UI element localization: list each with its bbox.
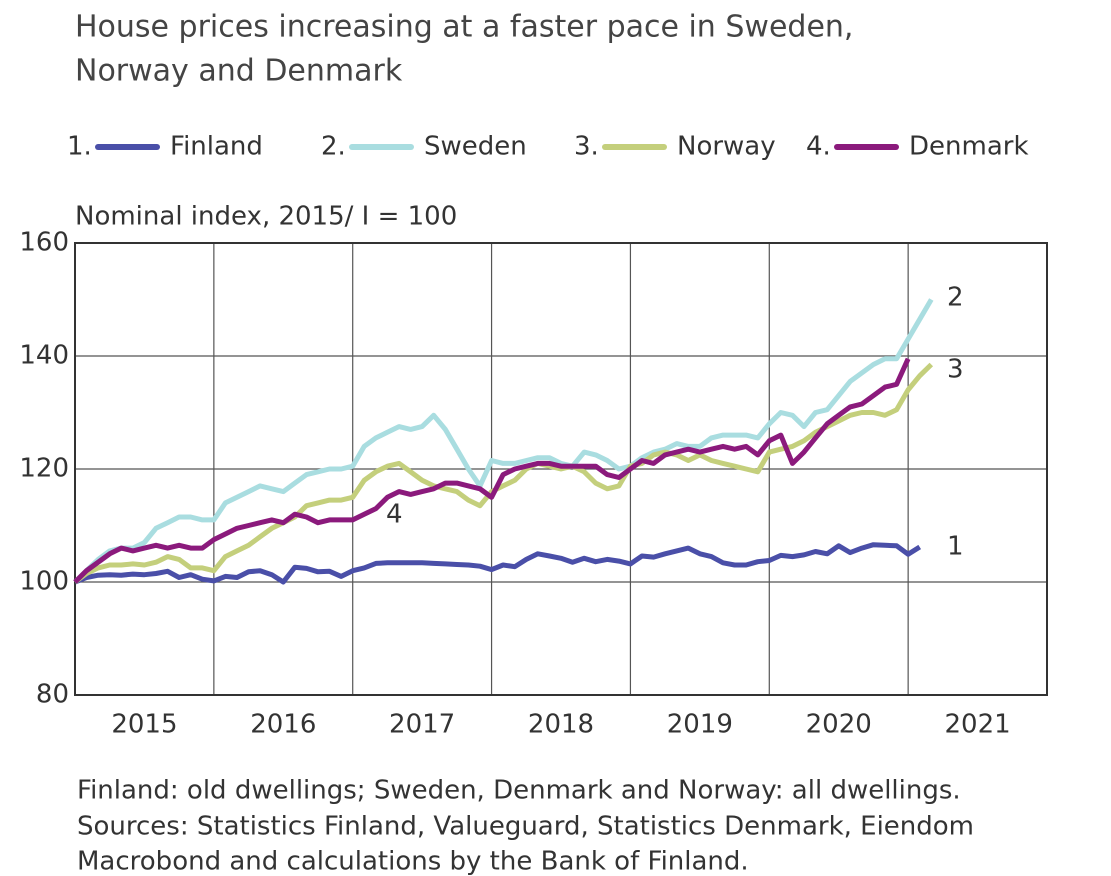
legend-label: Denmark — [909, 132, 1029, 162]
legend-key: 4. — [806, 132, 831, 162]
x-tick-label: 2021 — [944, 710, 1010, 740]
x-tick-label: 2020 — [806, 710, 872, 740]
line-label: 4 — [386, 500, 403, 530]
y-tick-label: 160 — [19, 228, 69, 258]
note: Sources: Statistics Finland, Valueguard,… — [77, 812, 974, 842]
y-tick-label: 80 — [36, 680, 69, 710]
x-tick-label: 2018 — [528, 710, 594, 740]
y-tick-label: 100 — [19, 567, 69, 597]
line-label: 2 — [947, 283, 964, 313]
plot-frame — [74, 242, 1048, 696]
x-tick-label: 2017 — [389, 710, 455, 740]
legend-label: Finland — [170, 132, 263, 162]
series-line — [73, 362, 934, 585]
x-tick-label: 2015 — [111, 710, 177, 740]
y-tick-label: 140 — [19, 341, 69, 371]
line-label: 3 — [947, 355, 964, 385]
legend-label: Norway — [677, 132, 776, 162]
legend-label: Sweden — [424, 132, 527, 162]
legend-key: 2. — [321, 132, 346, 162]
chart-title: Norway and Denmark — [75, 54, 403, 89]
series-line — [74, 542, 922, 585]
series-line — [73, 357, 911, 584]
series-line — [73, 298, 934, 584]
x-tick-label: 2016 — [250, 710, 316, 740]
chart-title: House prices increasing at a faster pace… — [75, 10, 853, 45]
note: Finland: old dwellings; Sweden, Denmark … — [77, 776, 961, 806]
legend-key: 1. — [67, 132, 92, 162]
line-label: 1 — [947, 532, 964, 562]
x-tick-label: 2019 — [667, 710, 733, 740]
y-axis-label: Nominal index, 2015/ I = 100 — [75, 202, 457, 232]
legend-key: 3. — [574, 132, 599, 162]
y-tick-label: 120 — [19, 454, 69, 484]
note: Macrobond and calculations by the Bank o… — [77, 847, 749, 876]
